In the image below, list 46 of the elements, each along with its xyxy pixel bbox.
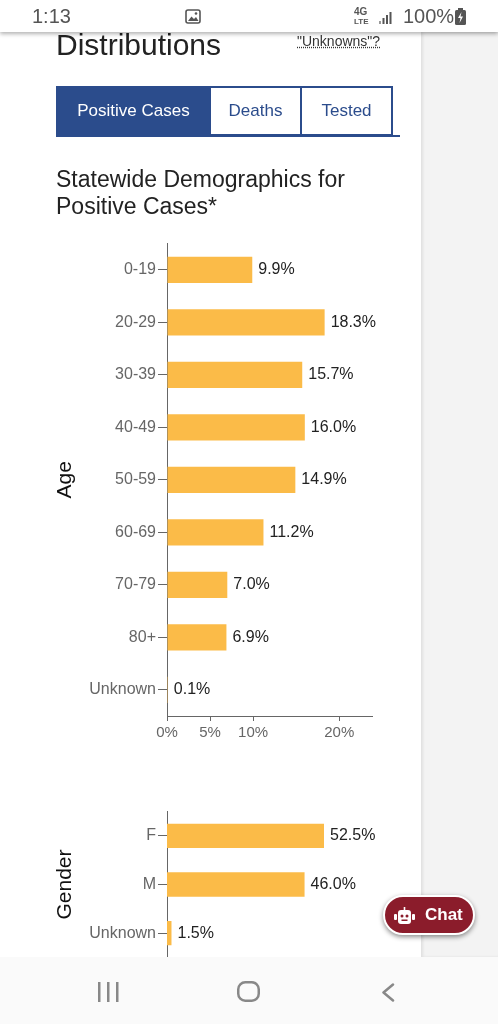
bar: [167, 361, 303, 388]
x-tick-label: 5%: [199, 723, 221, 741]
bar: [167, 519, 264, 546]
data-label: 1.5%: [177, 923, 214, 941]
x-tick-label: 10%: [238, 723, 269, 741]
y-axis-title: Gender: [52, 849, 76, 920]
y-tick-label: 40-49: [115, 417, 157, 435]
chart-title: Statewide Demographics for Positive Cases*: [56, 166, 346, 220]
bar: [167, 309, 325, 336]
data-label: 9.9%: [258, 260, 295, 278]
x-tick-label: 0%: [156, 723, 178, 741]
data-label: 16.0%: [310, 417, 357, 435]
text: "Unknowns"?: [297, 33, 381, 50]
bar: [167, 466, 296, 493]
text: 100%: [403, 4, 455, 29]
y-tick-label: Unknown: [89, 923, 156, 941]
y-tick-label: 60-69: [115, 522, 157, 540]
data-label: 11.2%: [269, 522, 314, 540]
data-label: 18.3%: [330, 312, 376, 330]
data-label: 46.0%: [310, 874, 356, 892]
y-tick-label: F: [146, 826, 157, 844]
y-tick-label: 70-79: [115, 575, 157, 593]
bar: [167, 571, 228, 598]
y-tick-label: 0-19: [123, 260, 157, 278]
data-label: 6.9%: [232, 627, 269, 645]
y-tick-label: 20-29: [115, 312, 157, 330]
data-label: 52.5%: [330, 826, 376, 844]
x-tick-label: 20%: [324, 723, 355, 741]
y-tick-label: 50-59: [115, 470, 157, 488]
data-label: 15.7%: [308, 365, 354, 383]
y-tick-label: 80+: [128, 627, 156, 645]
text: LTE: [354, 17, 369, 26]
data-label: 0.1%: [173, 680, 211, 698]
text: 4G: [354, 6, 368, 17]
data-label: 7.0%: [233, 575, 270, 593]
y-tick-label: Unknown: [89, 680, 156, 698]
text: Distributions: [56, 28, 222, 61]
data-label: 14.9%: [301, 470, 347, 488]
text: 1:13: [32, 4, 71, 29]
bar: [167, 624, 227, 651]
bar: [167, 256, 253, 283]
y-axis-title: Age: [52, 461, 76, 499]
y-tick-label: M: [142, 874, 156, 892]
y-tick-label: 30-39: [115, 365, 157, 383]
text: Chat: [425, 904, 463, 926]
bar: [167, 414, 305, 441]
